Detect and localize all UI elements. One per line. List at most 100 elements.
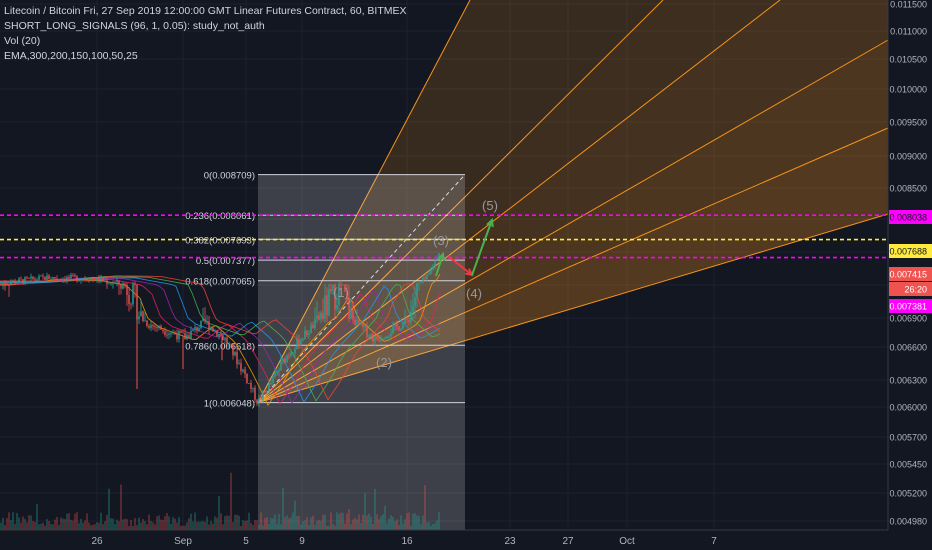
volume-bar <box>304 520 306 530</box>
candle <box>374 336 376 342</box>
candle <box>208 321 210 330</box>
volume-bar <box>364 492 366 530</box>
volume-bar <box>116 519 118 530</box>
time-axis[interactable]: 26 Sep 5 9 16 23 27 Oct 7 <box>0 529 888 550</box>
candle <box>370 334 372 337</box>
candle <box>338 283 340 305</box>
candle <box>332 284 334 291</box>
volume-bar <box>356 519 358 530</box>
candle <box>376 336 378 340</box>
volume-bar <box>112 518 114 530</box>
fib-level-label: 0.5(0.007377) <box>196 256 255 267</box>
volume-bar <box>98 522 100 530</box>
volume-bar <box>226 515 228 530</box>
volume-bar <box>242 519 244 530</box>
candle <box>14 280 16 284</box>
candle <box>214 330 216 332</box>
price-tick-label: 0.011500 <box>890 0 927 10</box>
volume-bar <box>118 521 120 530</box>
candle <box>394 323 396 327</box>
volume-bar <box>150 520 152 530</box>
candle <box>32 276 34 279</box>
price-tick-label: 0.008500 <box>889 184 927 194</box>
candle <box>0 282 2 284</box>
candle <box>328 289 330 316</box>
volume-bar <box>56 517 58 530</box>
volume-bar <box>36 504 38 530</box>
candle <box>386 336 388 339</box>
candle <box>20 278 22 280</box>
volume-bar <box>224 516 226 530</box>
candle <box>184 333 186 340</box>
candle <box>334 284 336 310</box>
volume-bar <box>102 524 104 530</box>
candle <box>52 277 54 280</box>
candle <box>248 382 250 384</box>
candle <box>254 387 256 400</box>
volume-bar <box>270 518 272 530</box>
price-axis[interactable]: 0.011500 0.011000 0.010500 0.010000 0.009500… <box>887 0 932 550</box>
fan-line <box>257 0 781 404</box>
candle <box>382 339 384 340</box>
volume-bar <box>104 521 106 530</box>
candle <box>74 275 76 277</box>
volume-bar <box>202 521 204 530</box>
volume-bar <box>264 518 266 530</box>
volume-bar <box>2 517 4 530</box>
volume-bar <box>258 524 260 530</box>
volume-bar <box>230 472 232 530</box>
candle <box>130 303 132 305</box>
volume-bar <box>434 523 436 530</box>
candle <box>108 283 110 285</box>
candle <box>322 312 324 319</box>
volume-bar <box>90 525 92 530</box>
volume-bar <box>164 516 166 530</box>
candle <box>340 283 342 285</box>
volume-bar <box>372 524 374 530</box>
volume-bar <box>422 515 424 530</box>
price-tick-label: 0.006000 <box>889 403 927 413</box>
candle <box>46 275 48 280</box>
candle <box>200 320 202 329</box>
candle <box>132 284 134 305</box>
volume-bar <box>292 512 294 530</box>
candle <box>232 344 234 356</box>
volume-bar <box>160 519 162 530</box>
candle <box>330 289 332 291</box>
candle <box>148 325 150 328</box>
candle <box>80 279 82 281</box>
price-badge-label: 0.007381 <box>889 302 927 312</box>
volume-bar <box>86 513 88 530</box>
fan-line <box>257 39 889 404</box>
candle <box>136 285 138 320</box>
candle <box>160 325 162 330</box>
candle <box>236 351 238 365</box>
volume-bar <box>94 524 96 530</box>
fan-diagonal <box>257 174 466 404</box>
indicator-signals[interactable]: SHORT_LONG_SIGNALS (96, 1, 0.05): study_… <box>4 20 265 32</box>
volume-bar <box>428 521 430 530</box>
volume-bar <box>6 518 8 530</box>
candle <box>310 324 312 334</box>
indicator-ema[interactable]: EMA,300,200,150,100,50,25 <box>4 50 138 62</box>
volume-bar <box>362 514 364 530</box>
volume-bar <box>310 517 312 530</box>
candle <box>156 327 158 329</box>
candle <box>178 330 180 340</box>
symbol-title: Litecoin / Bitcoin Fri, 27 Sep 2019 12:0… <box>4 5 407 17</box>
volume-bar <box>342 512 344 530</box>
volume-bar <box>136 525 138 530</box>
volume-bar <box>162 519 164 530</box>
volume-bar <box>320 521 322 530</box>
candle <box>210 327 212 330</box>
volume-bar <box>220 513 222 530</box>
candle <box>122 283 124 289</box>
candle <box>212 327 214 332</box>
candle <box>360 322 362 325</box>
candle <box>320 312 322 320</box>
volume-bar <box>64 519 66 530</box>
price-badge <box>889 282 932 296</box>
indicator-volume[interactable]: Vol (20) <box>4 35 41 47</box>
candle <box>152 324 154 327</box>
